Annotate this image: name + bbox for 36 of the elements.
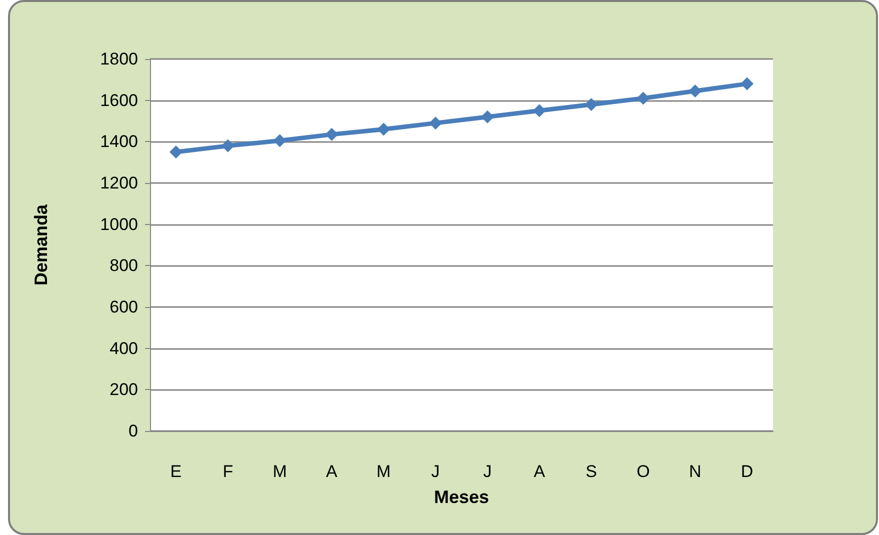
y-tick-label: 1400: [100, 132, 138, 152]
x-tick-label: J: [431, 462, 440, 481]
y-tick-label: 800: [110, 256, 138, 276]
y-tick-label: 600: [110, 298, 138, 316]
x-tick-label: E: [170, 462, 182, 481]
point: [325, 128, 338, 141]
point: [377, 122, 390, 136]
x-tick-label: A: [534, 462, 546, 481]
point: [221, 139, 234, 152]
x-axis-title: Meses: [434, 487, 490, 507]
x-tick-label: A: [326, 462, 338, 481]
x-tick-label: N: [688, 462, 702, 481]
y-tick-label: 1800: [100, 50, 138, 68]
y-tick-label: 1600: [100, 90, 138, 110]
y-tick-label: 1200: [100, 174, 138, 192]
point: [480, 110, 494, 124]
point: [429, 116, 442, 130]
point: [273, 134, 286, 148]
point: [532, 104, 546, 118]
y-tick-label: 400: [110, 338, 138, 358]
point: [584, 98, 598, 111]
y-tick-label: 200: [110, 380, 138, 400]
y-tick-label: 1000: [100, 214, 138, 234]
point: [688, 84, 702, 98]
point: [169, 146, 182, 158]
point: [636, 92, 650, 105]
x-tick-label: M: [272, 462, 287, 481]
y-tick-label: 0: [128, 422, 138, 440]
x-tick-label: D: [740, 462, 754, 481]
point: [740, 77, 754, 90]
y-axis-title: Demanda: [31, 204, 51, 286]
x-tick-label: J: [483, 462, 492, 481]
x-tick-label: S: [586, 462, 597, 481]
x-tick-label: O: [636, 462, 650, 481]
x-tick-label: F: [222, 462, 234, 481]
x-tick-label: M: [376, 462, 391, 481]
